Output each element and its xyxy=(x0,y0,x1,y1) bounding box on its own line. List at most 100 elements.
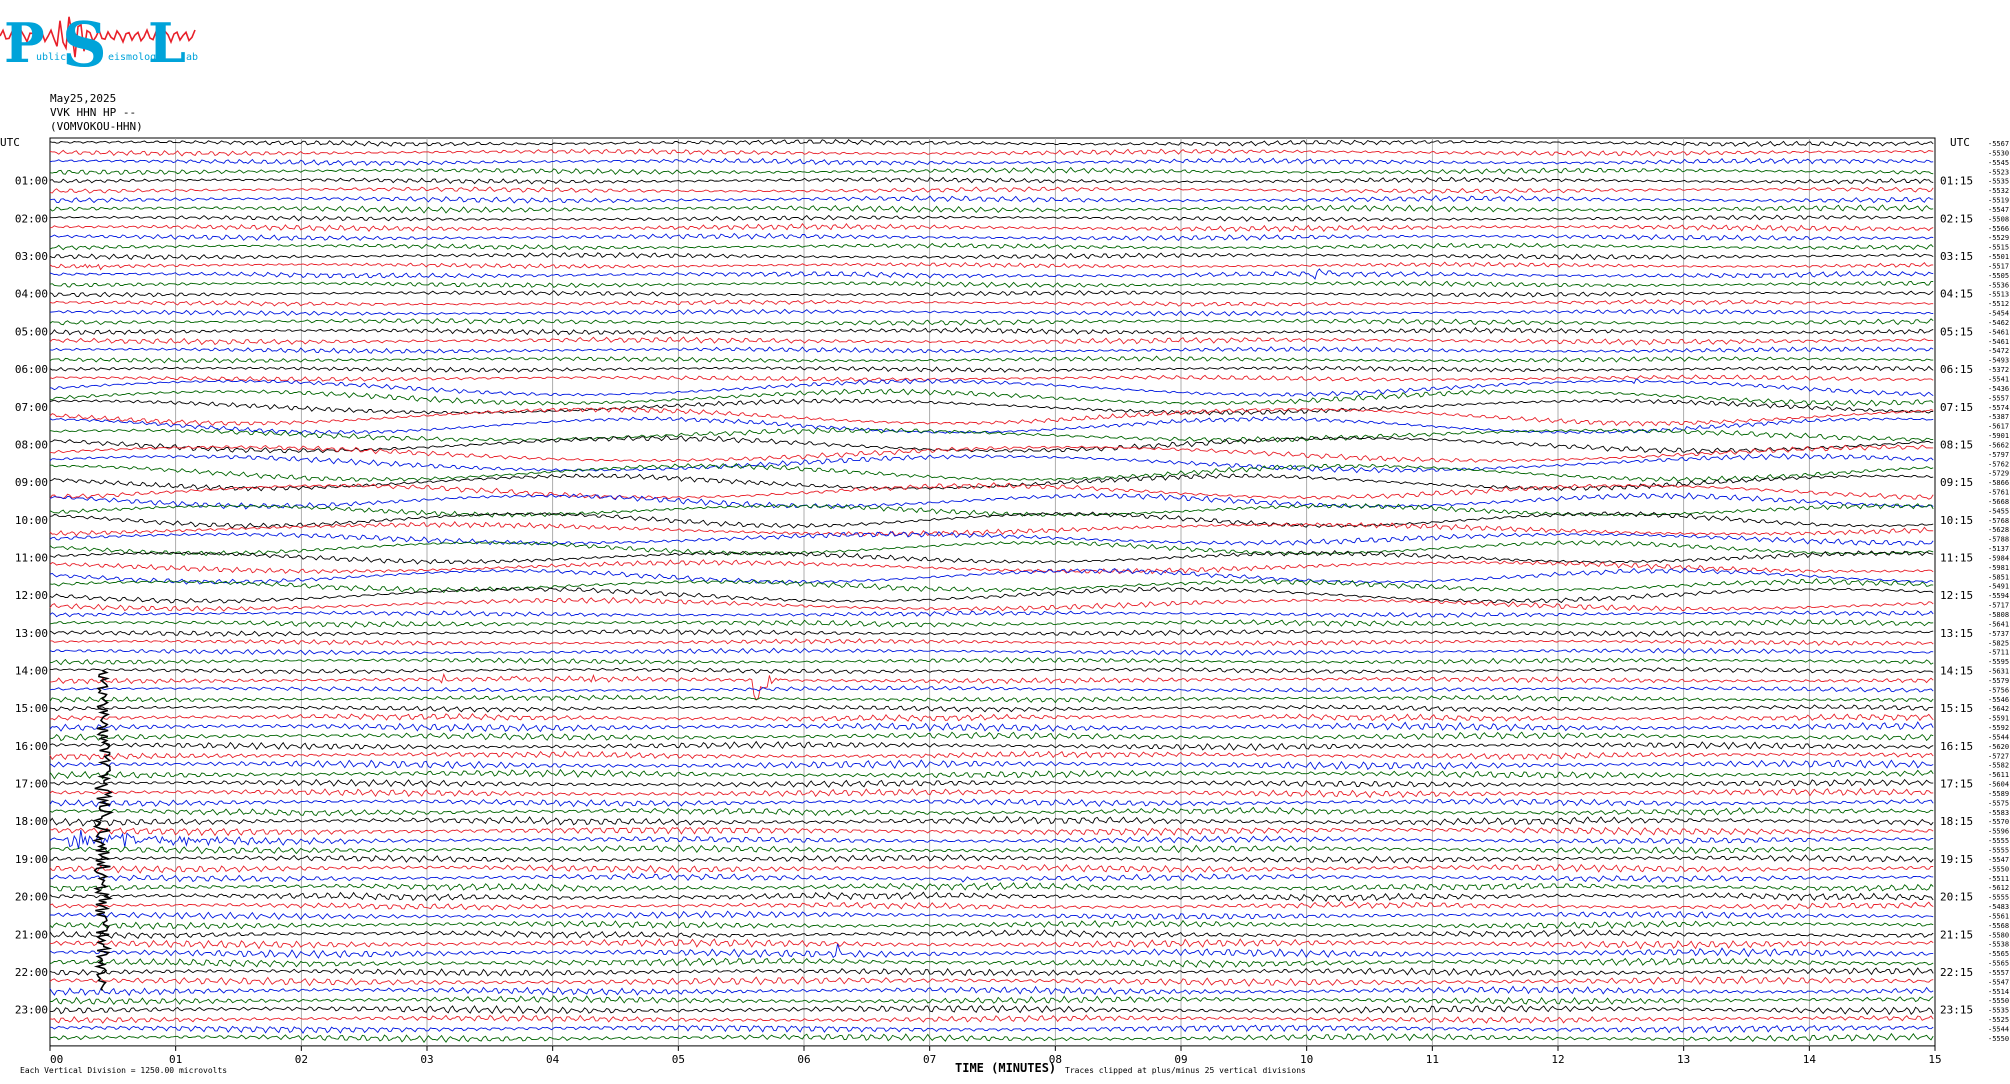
trace-row xyxy=(49,531,1934,546)
row-mean-label: -5137 xyxy=(1988,545,2009,553)
trace-row xyxy=(49,826,1934,837)
trace-row xyxy=(49,815,1934,827)
row-mean-label: -5570 xyxy=(1988,818,2009,826)
trace-row xyxy=(49,539,1934,557)
left-hour-label: 09:00 xyxy=(15,476,48,489)
trace-row xyxy=(49,166,1934,175)
x-tick-label: 15 xyxy=(1928,1053,1941,1066)
row-mean-label: -5574 xyxy=(1988,404,2009,412)
trace-row xyxy=(49,157,1934,167)
trace-row xyxy=(50,995,1934,1006)
row-mean-label: -5566 xyxy=(1988,225,2009,233)
trace-row xyxy=(49,186,1934,194)
right-hour-label: 04:15 xyxy=(1940,288,1973,301)
row-mean-label: -5546 xyxy=(1988,696,2009,704)
row-mean-label: -5617 xyxy=(1988,423,2009,431)
x-tick-label: 05 xyxy=(672,1053,685,1066)
trace-row xyxy=(49,355,1934,364)
row-mean-label: -5454 xyxy=(1988,310,2009,318)
earthquake-spike xyxy=(92,669,114,991)
trace-row xyxy=(49,647,1934,656)
trace-row xyxy=(49,1014,1934,1024)
trace-row xyxy=(49,919,1934,930)
x-tick-label: 04 xyxy=(546,1053,560,1066)
row-mean-label: -5851 xyxy=(1988,573,2009,581)
trace-row xyxy=(49,901,1934,911)
row-mean-label: -5529 xyxy=(1988,234,2009,242)
logo-tagline-lab: ab xyxy=(186,52,198,63)
trace-row xyxy=(49,138,1934,147)
row-mean-label: -5555 xyxy=(1988,894,2009,902)
row-mean-label: -5662 xyxy=(1988,441,2009,449)
right-hour-labels: 01:15 02:15 03:15 04:15 05:15 06:15 07:15 08:15… xyxy=(1940,175,1973,1017)
x-tick-label: 11 xyxy=(1426,1053,1439,1066)
clipping-note: Traces clipped at plus/minus 25 vertical… xyxy=(1065,1066,1306,1075)
left-hour-label: 06:00 xyxy=(15,363,48,376)
station-code: VVK HHN HP -- xyxy=(50,106,136,119)
trace-row xyxy=(49,985,1934,997)
right-hour-label: 03:15 xyxy=(1940,250,1973,263)
psl-logo: P S L ublic eismology ab xyxy=(0,8,198,81)
row-mean-label: -5525 xyxy=(1988,1016,2009,1024)
trace-row xyxy=(49,638,1934,647)
left-hour-label: 04:00 xyxy=(15,288,48,301)
left-hour-label: 10:00 xyxy=(15,514,48,527)
trace-row xyxy=(50,214,1934,222)
row-mean-label: -5501 xyxy=(1988,253,2009,261)
row-mean-label: -5538 xyxy=(1988,941,2009,949)
trace-row xyxy=(49,374,1934,382)
trace-row xyxy=(49,388,1934,407)
trace-row xyxy=(49,521,1934,538)
trace-row xyxy=(49,1004,1934,1016)
trace-row xyxy=(49,628,1934,638)
x-axis-title: TIME (MINUTES) xyxy=(955,1061,1056,1075)
row-mean-label: -5550 xyxy=(1988,997,2009,1005)
trace-row xyxy=(49,656,1934,666)
record-date: May25,2025 xyxy=(50,92,116,105)
trace-row xyxy=(49,731,1934,742)
logo-letter-l: L xyxy=(148,11,186,75)
trace-row xyxy=(49,759,1934,771)
trace-row xyxy=(49,844,1934,855)
trace-row xyxy=(49,829,1934,850)
row-mean-label: -5641 xyxy=(1988,620,2009,628)
row-mean-label: -5591 xyxy=(1988,715,2009,723)
row-mean-label: -5545 xyxy=(1988,159,2009,167)
trace-row xyxy=(49,1024,1934,1034)
row-mean-label: -5580 xyxy=(1988,931,2009,939)
row-mean-label: -5535 xyxy=(1988,178,2009,186)
left-hour-label: 22:00 xyxy=(15,966,48,979)
trace-row xyxy=(49,1032,1934,1044)
trace-row xyxy=(49,242,1934,251)
row-mean-label: -5711 xyxy=(1988,649,2009,657)
trace-row xyxy=(49,768,1934,780)
row-mean-label: -5530 xyxy=(1988,149,2009,157)
row-mean-label: -5575 xyxy=(1988,799,2009,807)
row-mean-label: -5523 xyxy=(1988,168,2009,176)
row-mean-labels: -5567-5530-5545-5523-5535-5532-5519-5547… xyxy=(1988,140,2009,1043)
trace-row xyxy=(49,550,1934,565)
row-mean-label: -5547 xyxy=(1988,978,2009,986)
row-mean-label: -5568 xyxy=(1988,922,2009,930)
trace-row xyxy=(49,586,1934,604)
trace-row xyxy=(49,463,1934,483)
row-mean-label: -5536 xyxy=(1988,281,2009,289)
trace-row xyxy=(49,797,1934,808)
right-hour-label: 11:15 xyxy=(1940,551,1973,564)
row-mean-label: -5544 xyxy=(1988,733,2009,741)
right-hour-label: 15:15 xyxy=(1940,702,1973,715)
left-hour-label: 23:00 xyxy=(15,1004,48,1017)
trace-row xyxy=(50,666,1934,675)
row-mean-label: -5436 xyxy=(1988,385,2009,393)
row-mean-label: -5592 xyxy=(1988,724,2009,732)
row-mean-label: -5596 xyxy=(1988,828,2009,836)
x-tick-label: 02 xyxy=(295,1053,308,1066)
row-mean-label: -5866 xyxy=(1988,479,2009,487)
trace-row xyxy=(49,712,1934,722)
trace-row xyxy=(49,289,1934,298)
x-tick-label: 14 xyxy=(1803,1053,1817,1066)
left-hour-label: 07:00 xyxy=(15,401,48,414)
trace-row xyxy=(49,957,1934,969)
right-hour-label: 22:15 xyxy=(1940,966,1973,979)
trace-row xyxy=(49,473,1934,492)
